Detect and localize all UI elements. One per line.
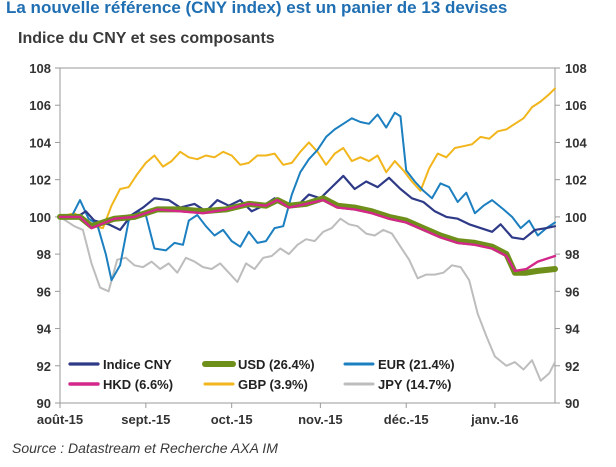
x-tick-label: déc.-15 xyxy=(384,412,429,427)
series-line-indice xyxy=(58,174,557,241)
y-tick-label-left: 106 xyxy=(29,98,51,113)
y-tick-label-left: 92 xyxy=(37,359,51,374)
y-tick-label-right: 98 xyxy=(565,247,579,262)
y-tick-label-right: 90 xyxy=(565,396,579,411)
x-tick-label: janv.-16 xyxy=(470,412,518,427)
y-tick-label-left: 90 xyxy=(37,396,51,411)
chart-series xyxy=(57,87,558,382)
x-tick-label: nov.-15 xyxy=(298,412,343,427)
y-tick-label-right: 102 xyxy=(565,173,587,188)
x-tick-label: oct.-15 xyxy=(211,412,253,427)
y-tick-label-right: 94 xyxy=(565,322,580,337)
chart-subtitle: Indice du CNY et ses composants xyxy=(18,30,275,47)
chart-axes: 90 90 92 92 94 94 96 96 98 98 100 100 102 102 104 104 10… xyxy=(29,61,587,427)
series-line-usd xyxy=(57,195,558,276)
y-tick-label-left: 94 xyxy=(37,322,52,337)
y-tick-label-left: 98 xyxy=(37,247,51,262)
chart-legend: Indice CNY USD (26.4%) EUR (21.4%) HKD (6.6… xyxy=(68,357,455,392)
y-tick-label-right: 100 xyxy=(565,210,587,225)
x-tick-label: août-15 xyxy=(37,412,83,427)
y-tick-label-right: 104 xyxy=(565,135,587,150)
y-tick-label-left: 96 xyxy=(37,284,51,299)
y-tick-label-right: 106 xyxy=(565,98,587,113)
y-tick-label-right: 96 xyxy=(565,284,579,299)
legend-label-hkd: HKD (6.6%) xyxy=(103,377,173,392)
y-tick-label-right: 108 xyxy=(565,61,587,76)
chart-title: La nouvelle référence (CNY index) est un… xyxy=(6,0,508,17)
y-tick-label-left: 102 xyxy=(29,173,51,188)
legend-label-usd: USD (26.4%) xyxy=(238,357,315,372)
legend-label-eur: EUR (21.4%) xyxy=(378,357,455,372)
series-line-hkd xyxy=(58,198,557,273)
plot-frame xyxy=(59,67,556,404)
y-tick-label-right: 92 xyxy=(565,359,579,374)
y-tick-label-left: 104 xyxy=(29,135,51,150)
x-tick-label: sept.-15 xyxy=(121,412,170,427)
series-line-jpy xyxy=(59,215,556,382)
legend-label-indice: Indice CNY xyxy=(103,357,172,372)
y-tick-label-left: 108 xyxy=(29,61,51,76)
series-line-gbp xyxy=(59,87,556,230)
chart-source: Source : Datastream et Recherche AXA IM xyxy=(12,440,278,456)
legend-label-gbp: GBP (3.9%) xyxy=(238,377,308,392)
y-tick-label-left: 100 xyxy=(29,210,51,225)
legend-label-jpy: JPY (14.7%) xyxy=(378,377,451,392)
